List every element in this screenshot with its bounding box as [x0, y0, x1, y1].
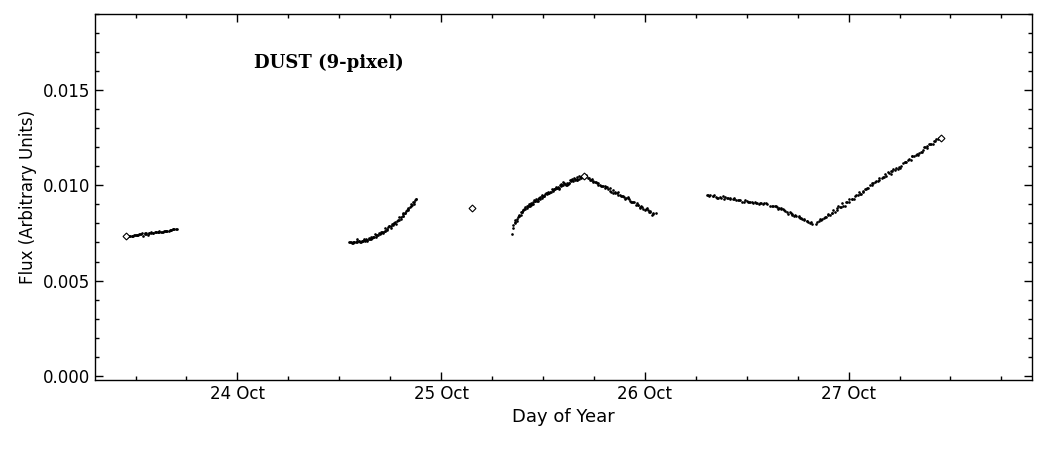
X-axis label: Day of Year: Day of Year: [512, 408, 615, 426]
Y-axis label: Flux (Arbitrary Units): Flux (Arbitrary Units): [19, 110, 37, 284]
Text: DUST (9-pixel): DUST (9-pixel): [254, 54, 404, 72]
